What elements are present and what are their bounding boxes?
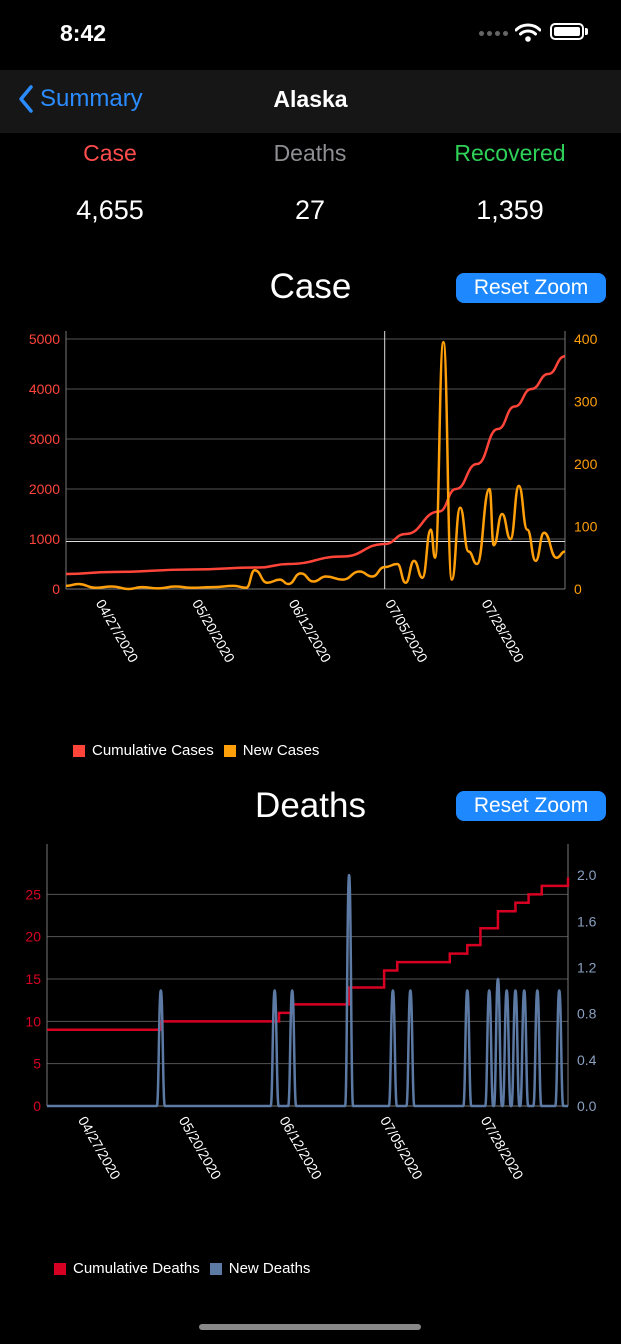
stat-recovered-value: 1,359 [476, 195, 544, 225]
y2-tick-label: 1.6 [577, 913, 597, 929]
y-tick-label: 0 [33, 1098, 41, 1114]
deaths-chart-title: Deaths [255, 786, 366, 825]
x-tick-label: 07/05/2020 [382, 597, 431, 666]
y2-tick-label: 300 [574, 394, 598, 410]
stat-case-value: 4,655 [76, 195, 144, 225]
stat-deaths-label: Deaths [273, 140, 347, 166]
y-tick-label: 15 [25, 971, 41, 987]
series-line-1 [65, 340, 566, 591]
stat-deaths: Deaths 27 [210, 140, 410, 226]
x-tick-label: 04/27/2020 [75, 1114, 124, 1183]
battery-tip [585, 28, 588, 35]
x-tick-label: 05/20/2020 [176, 1114, 225, 1183]
stat-deaths-value: 27 [294, 195, 326, 225]
y2-tick-label: 100 [574, 519, 598, 535]
y2-tick-label: 1.2 [577, 959, 597, 975]
y2-tick-label: 0 [574, 581, 582, 597]
legend-item-cumulative-cases: Cumulative Cases [73, 742, 214, 759]
legend-swatch [209, 1262, 222, 1275]
battery-icon [550, 23, 584, 40]
back-button[interactable]: Summary [18, 84, 143, 114]
y2-tick-label: 200 [574, 456, 598, 472]
x-tick-label: 07/05/2020 [377, 1114, 426, 1183]
y-tick-label: 20 [25, 929, 41, 945]
legend-swatch [223, 744, 236, 757]
y2-tick-label: 400 [574, 331, 598, 347]
y-tick-label: 0 [52, 581, 60, 597]
stat-case-label: Case [83, 140, 137, 166]
series-line-0 [65, 355, 566, 576]
navigation-bar: Summary Alaska [0, 70, 621, 133]
stats-summary: Case 4,655 Deaths 27 Recovered 1,359 [0, 140, 621, 250]
wifi-icon [515, 23, 541, 42]
status-bar: 8:42 [0, 0, 621, 70]
y2-tick-label: 2.0 [577, 867, 597, 883]
page-title: Alaska [273, 86, 348, 112]
y-tick-label: 5 [33, 1056, 41, 1072]
legend-label: New Deaths [228, 1260, 311, 1277]
legend-item-new-deaths: New Deaths [209, 1260, 311, 1277]
chevron-left-icon [19, 85, 33, 113]
case-chart-legend: Cumulative Cases New Cases [73, 742, 329, 759]
case-chart[interactable]: 0 1000 2000 3000 4000 5000 0 100 200 300 400 04/27/… [0, 325, 621, 725]
legend-item-cumulative-deaths: Cumulative Deaths [54, 1260, 200, 1277]
deaths-reset-zoom-button[interactable]: Reset Zoom [456, 791, 606, 821]
y-tick-label: 5000 [29, 331, 60, 347]
legend-swatch [54, 1262, 66, 1275]
y2-tick-label: 0.0 [577, 1098, 597, 1114]
legend-item-new-cases: New Cases [223, 742, 320, 759]
y-tick-label: 4000 [29, 381, 60, 397]
y-tick-label: 2000 [29, 481, 60, 497]
x-tick-label: 06/12/2020 [276, 1114, 325, 1183]
case-reset-zoom-button[interactable]: Reset Zoom [456, 273, 606, 303]
stat-recovered-label: Recovered [454, 140, 566, 166]
legend-label: Cumulative Cases [92, 742, 214, 759]
x-tick-label: 04/27/2020 [93, 597, 142, 666]
x-tick-label: 07/28/2020 [479, 597, 528, 666]
stat-recovered: Recovered 1,359 [410, 140, 610, 226]
legend-swatch [73, 744, 85, 757]
x-tick-label: 05/20/2020 [189, 597, 238, 666]
legend-label: New Cases [242, 742, 320, 759]
legend-label: Cumulative Deaths [73, 1260, 200, 1277]
deaths-chart-legend: Cumulative Deaths New Deaths [54, 1260, 320, 1277]
y-tick-label: 1000 [29, 531, 60, 547]
y-tick-label: 3000 [29, 431, 60, 447]
x-tick-label: 07/28/2020 [478, 1114, 527, 1183]
back-button-label: Summary [40, 85, 143, 112]
deaths-chart[interactable]: 0 5 10 15 20 25 0.0 0.4 0.8 1.2 1.6 2.0 04/27/2020 05… [0, 840, 621, 1240]
home-indicator [199, 1324, 421, 1330]
status-time: 8:42 [60, 20, 107, 46]
case-chart-title: Case [269, 267, 352, 306]
signal-icon [479, 31, 508, 36]
y-tick-label: 10 [25, 1013, 41, 1029]
y-tick-label: 25 [25, 886, 41, 902]
series-line-0 [47, 877, 570, 1032]
x-tick-label: 06/12/2020 [286, 597, 335, 666]
stat-case: Case 4,655 [10, 140, 210, 226]
y2-tick-label: 0.8 [577, 1006, 597, 1022]
y2-tick-label: 0.4 [577, 1052, 597, 1068]
series-line-1 [47, 873, 568, 1108]
